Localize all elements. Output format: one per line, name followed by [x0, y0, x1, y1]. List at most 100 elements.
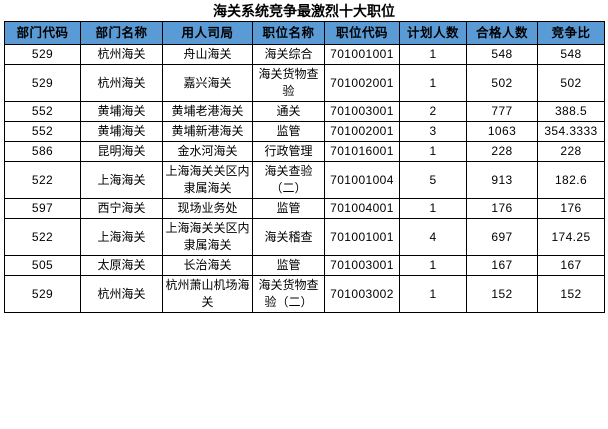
cell-dept-code: 597 [4, 198, 81, 219]
table-row: 522 上海海关 上海海关关区内隶属海关 海关稽查 701001001 4 69… [4, 218, 605, 256]
cell-ratio: 182.6 [537, 161, 605, 199]
cell-dept-code: 529 [4, 64, 81, 102]
cell-qualified: 167 [466, 255, 538, 276]
table-row: 505 太原海关 长治海关 监管 701003001 1 167 167 [4, 255, 605, 276]
cell-position-code: 701001001 [324, 218, 400, 256]
cell-qualified: 913 [466, 161, 538, 199]
cell-position-name: 海关货物查验 [252, 64, 325, 102]
column-header-qualified: 合格人数 [466, 21, 538, 45]
cell-dept-code: 522 [4, 218, 81, 256]
cell-dept-name: 上海海关 [80, 161, 163, 199]
cell-planned: 1 [399, 64, 467, 102]
column-header-position-name: 职位名称 [252, 21, 325, 45]
cell-position-code: 701004001 [324, 198, 400, 219]
table-body: 529 杭州海关 舟山海关 海关综合 701001001 1 548 548 5… [4, 44, 605, 313]
cell-ratio: 354.3333 [537, 121, 605, 142]
table-row: 529 杭州海关 嘉兴海关 海关货物查验 701002001 1 502 502 [4, 64, 605, 102]
cell-planned: 1 [399, 275, 467, 313]
cell-dept-code: 522 [4, 161, 81, 199]
cell-position-name: 监管 [252, 198, 325, 219]
cell-position-code: 701016001 [324, 141, 400, 162]
cell-position-name: 通关 [252, 101, 325, 122]
cell-dept-name: 杭州海关 [80, 44, 163, 65]
table-row: 552 黄埔海关 黄埔老港海关 通关 701003001 2 777 388.5 [4, 101, 605, 122]
column-header-position-code: 职位代码 [324, 21, 400, 45]
cell-ratio: 167 [537, 255, 605, 276]
table-row: 522 上海海关 上海海关关区内隶属海关 海关查验（二） 701001004 5… [4, 161, 605, 199]
cell-ratio: 152 [537, 275, 605, 313]
cell-position-code: 701001001 [324, 44, 400, 65]
cell-position-code: 701003001 [324, 255, 400, 276]
cell-planned: 1 [399, 44, 467, 65]
cell-bureau: 现场业务处 [162, 198, 253, 219]
cell-dept-code: 586 [4, 141, 81, 162]
cell-bureau: 长治海关 [162, 255, 253, 276]
cell-position-code: 701002001 [324, 64, 400, 102]
cell-position-code: 701001004 [324, 161, 400, 199]
cell-position-name: 海关稽查 [252, 218, 325, 256]
cell-position-name: 海关综合 [252, 44, 325, 65]
table-header-row: 部门代码 部门名称 用人司局 职位名称 职位代码 计划人数 合格人数 竞争比 [4, 21, 605, 45]
cell-position-name: 海关查验（二） [252, 161, 325, 199]
cell-dept-code: 529 [4, 44, 81, 65]
cell-bureau: 黄埔老港海关 [162, 101, 253, 122]
cell-dept-name: 昆明海关 [80, 141, 163, 162]
cell-position-code: 701002001 [324, 121, 400, 142]
cell-bureau: 上海海关关区内隶属海关 [162, 218, 253, 256]
page-title: 海关系统竞争最激烈十大职位 [213, 3, 395, 19]
cell-bureau: 杭州萧山机场海关 [162, 275, 253, 313]
cell-ratio: 502 [537, 64, 605, 102]
cell-bureau: 金水河海关 [162, 141, 253, 162]
cell-qualified: 697 [466, 218, 538, 256]
cell-dept-code: 529 [4, 275, 81, 313]
cell-qualified: 548 [466, 44, 538, 65]
cell-bureau: 嘉兴海关 [162, 64, 253, 102]
cell-qualified: 502 [466, 64, 538, 102]
cell-ratio: 174.25 [537, 218, 605, 256]
cell-qualified: 176 [466, 198, 538, 219]
cell-position-code: 701003002 [324, 275, 400, 313]
cell-dept-code: 552 [4, 121, 81, 142]
cell-dept-name: 杭州海关 [80, 64, 163, 102]
cell-ratio: 388.5 [537, 101, 605, 122]
cell-position-name: 行政管理 [252, 141, 325, 162]
customs-positions-table: 部门代码 部门名称 用人司局 职位名称 职位代码 计划人数 合格人数 竞争比 5… [4, 21, 605, 313]
cell-planned: 1 [399, 141, 467, 162]
cell-planned: 5 [399, 161, 467, 199]
cell-position-code: 701003001 [324, 101, 400, 122]
table-container: 部门代码 部门名称 用人司局 职位名称 职位代码 计划人数 合格人数 竞争比 5… [0, 21, 608, 313]
column-header-dept-code: 部门代码 [4, 21, 81, 45]
cell-qualified: 1063 [466, 121, 538, 142]
column-header-dept-name: 部门名称 [80, 21, 163, 45]
column-header-bureau: 用人司局 [162, 21, 253, 45]
cell-dept-name: 黄埔海关 [80, 121, 163, 142]
cell-bureau: 舟山海关 [162, 44, 253, 65]
cell-bureau: 上海海关关区内隶属海关 [162, 161, 253, 199]
cell-position-name: 海关货物查验（二） [252, 275, 325, 313]
cell-dept-name: 黄埔海关 [80, 101, 163, 122]
column-header-ratio: 竞争比 [537, 21, 605, 45]
cell-qualified: 228 [466, 141, 538, 162]
cell-bureau: 黄埔新港海关 [162, 121, 253, 142]
cell-dept-code: 505 [4, 255, 81, 276]
cell-planned: 2 [399, 101, 467, 122]
cell-dept-code: 552 [4, 101, 81, 122]
table-row: 586 昆明海关 金水河海关 行政管理 701016001 1 228 228 [4, 141, 605, 162]
cell-planned: 1 [399, 255, 467, 276]
cell-ratio: 176 [537, 198, 605, 219]
cell-qualified: 152 [466, 275, 538, 313]
cell-dept-name: 太原海关 [80, 255, 163, 276]
table-header: 部门代码 部门名称 用人司局 职位名称 职位代码 计划人数 合格人数 竞争比 [4, 21, 605, 45]
table-row: 597 西宁海关 现场业务处 监管 701004001 1 176 176 [4, 198, 605, 219]
table-row: 552 黄埔海关 黄埔新港海关 监管 701002001 3 1063 354.… [4, 121, 605, 142]
cell-dept-name: 杭州海关 [80, 275, 163, 313]
cell-ratio: 548 [537, 44, 605, 65]
cell-planned: 3 [399, 121, 467, 142]
cell-qualified: 777 [466, 101, 538, 122]
cell-ratio: 228 [537, 141, 605, 162]
cell-planned: 1 [399, 198, 467, 219]
cell-dept-name: 上海海关 [80, 218, 163, 256]
table-row: 529 杭州海关 舟山海关 海关综合 701001001 1 548 548 [4, 44, 605, 65]
table-row: 529 杭州海关 杭州萧山机场海关 海关货物查验（二） 701003002 1 … [4, 275, 605, 313]
